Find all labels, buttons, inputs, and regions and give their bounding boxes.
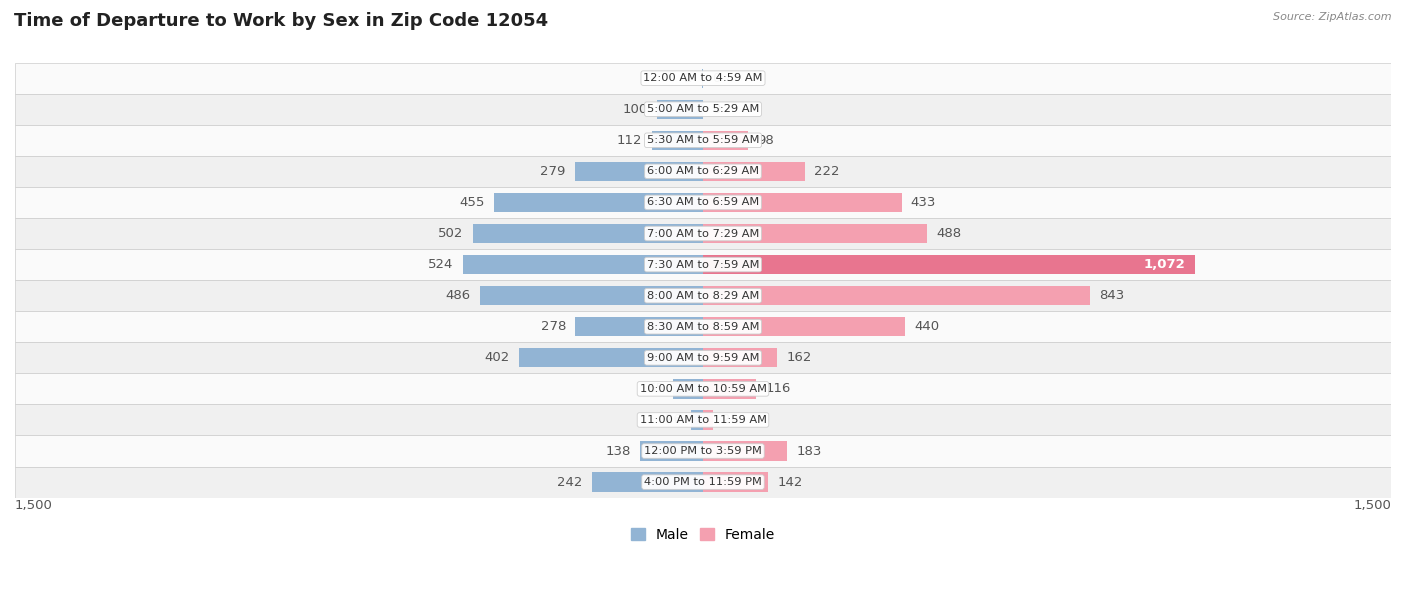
Bar (15, 436, 1391, 466)
Text: 486: 486 (446, 289, 471, 302)
Text: 26: 26 (665, 414, 682, 427)
Bar (15, 125, 1391, 156)
Text: 0: 0 (713, 71, 720, 84)
Bar (15, 342, 1391, 373)
Text: 7:30 AM to 7:59 AM: 7:30 AM to 7:59 AM (647, 259, 759, 270)
Text: 162: 162 (786, 351, 811, 364)
Bar (703, 162, 804, 181)
Text: 65: 65 (647, 383, 664, 395)
Text: 440: 440 (914, 320, 939, 333)
Text: 0: 0 (713, 103, 720, 115)
Bar (703, 379, 756, 399)
Bar (703, 317, 905, 336)
Text: 6:00 AM to 6:29 AM: 6:00 AM to 6:29 AM (647, 167, 759, 176)
Text: 183: 183 (796, 444, 821, 458)
Text: 7:00 AM to 7:29 AM: 7:00 AM to 7:29 AM (647, 228, 759, 239)
Text: 433: 433 (911, 196, 936, 209)
Bar (472, 224, 703, 243)
Text: 222: 222 (814, 165, 839, 178)
Bar (657, 99, 703, 119)
Text: 5:00 AM to 5:29 AM: 5:00 AM to 5:29 AM (647, 104, 759, 114)
Text: 524: 524 (427, 258, 454, 271)
Text: 279: 279 (540, 165, 565, 178)
Bar (15, 249, 1391, 280)
Bar (15, 280, 1391, 311)
Text: 402: 402 (484, 351, 509, 364)
Text: 278: 278 (541, 320, 567, 333)
Text: 242: 242 (557, 475, 583, 488)
Text: 502: 502 (439, 227, 464, 240)
Text: 1,500: 1,500 (1353, 499, 1391, 512)
Bar (592, 472, 703, 491)
Bar (651, 131, 703, 150)
Text: 11:00 AM to 11:59 AM: 11:00 AM to 11:59 AM (640, 415, 766, 425)
Bar (15, 93, 1391, 125)
Bar (703, 224, 927, 243)
Text: 100: 100 (623, 103, 648, 115)
Bar (479, 286, 703, 305)
Bar (673, 379, 703, 399)
Text: 12:00 AM to 4:59 AM: 12:00 AM to 4:59 AM (644, 73, 762, 83)
Bar (15, 187, 1391, 218)
Bar (15, 466, 1391, 497)
Bar (519, 348, 703, 368)
Bar (463, 255, 703, 274)
Bar (15, 218, 1391, 249)
Text: 2: 2 (685, 71, 693, 84)
Bar (703, 286, 1090, 305)
Text: 112: 112 (617, 134, 643, 147)
Text: 12:00 PM to 3:59 PM: 12:00 PM to 3:59 PM (644, 446, 762, 456)
Text: 22: 22 (723, 414, 740, 427)
Text: Source: ZipAtlas.com: Source: ZipAtlas.com (1274, 12, 1392, 22)
Bar (15, 311, 1391, 342)
Legend: Male, Female: Male, Female (626, 522, 780, 547)
Bar (703, 131, 748, 150)
Text: 5:30 AM to 5:59 AM: 5:30 AM to 5:59 AM (647, 135, 759, 145)
Text: 488: 488 (936, 227, 962, 240)
Text: 1,072: 1,072 (1143, 258, 1185, 271)
Text: 8:00 AM to 8:29 AM: 8:00 AM to 8:29 AM (647, 290, 759, 300)
Bar (640, 441, 703, 461)
Bar (15, 156, 1391, 187)
Bar (15, 405, 1391, 436)
Text: 10:00 AM to 10:59 AM: 10:00 AM to 10:59 AM (640, 384, 766, 394)
Bar (575, 317, 703, 336)
Bar (703, 193, 901, 212)
Text: 9:00 AM to 9:59 AM: 9:00 AM to 9:59 AM (647, 353, 759, 363)
Text: 98: 98 (756, 134, 773, 147)
Bar (692, 411, 703, 430)
Text: 6:30 AM to 6:59 AM: 6:30 AM to 6:59 AM (647, 198, 759, 208)
Text: 4:00 PM to 11:59 PM: 4:00 PM to 11:59 PM (644, 477, 762, 487)
Text: 1,500: 1,500 (15, 499, 53, 512)
Text: 142: 142 (778, 475, 803, 488)
Bar (703, 255, 1195, 274)
Bar (495, 193, 703, 212)
Text: 843: 843 (1099, 289, 1123, 302)
Text: 138: 138 (605, 444, 630, 458)
Text: 116: 116 (765, 383, 790, 395)
Text: Time of Departure to Work by Sex in Zip Code 12054: Time of Departure to Work by Sex in Zip … (14, 12, 548, 30)
Text: 455: 455 (460, 196, 485, 209)
Bar (15, 62, 1391, 93)
Text: 8:30 AM to 8:59 AM: 8:30 AM to 8:59 AM (647, 322, 759, 332)
Bar (703, 348, 778, 368)
Bar (575, 162, 703, 181)
Bar (703, 411, 713, 430)
Bar (15, 373, 1391, 405)
Bar (703, 441, 787, 461)
Bar (703, 472, 768, 491)
